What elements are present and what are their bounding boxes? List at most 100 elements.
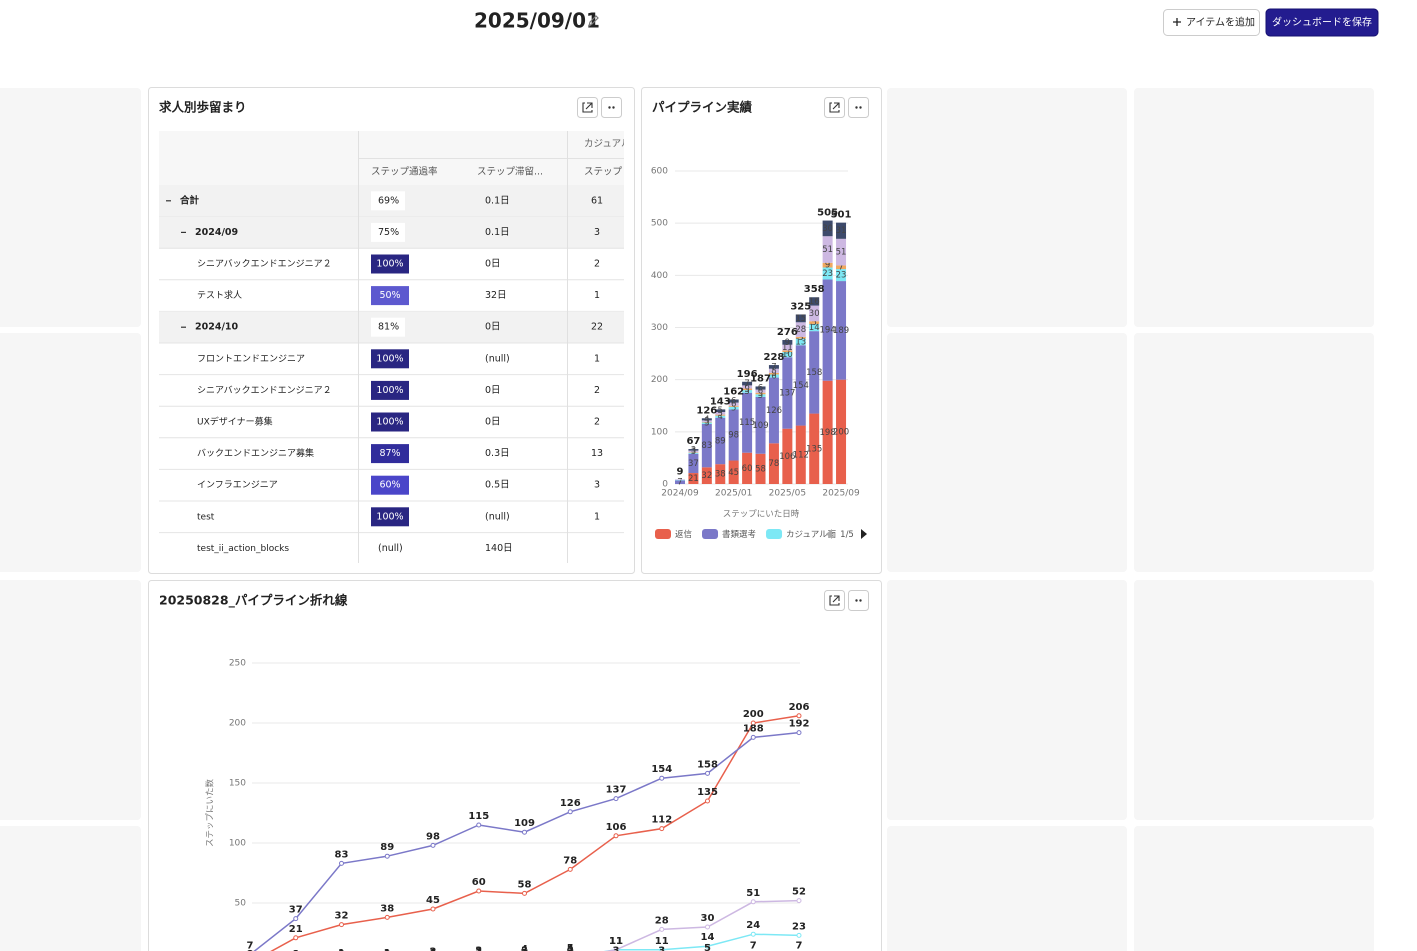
- row-label: UXデザイナー募集: [197, 416, 273, 428]
- point-label: 115: [468, 811, 489, 822]
- y-tick-label: 600: [651, 167, 668, 177]
- segment-label: 89: [715, 436, 726, 446]
- bar-segment: [822, 236, 833, 263]
- legend-next[interactable]: [861, 529, 867, 539]
- segment-label: 31: [836, 226, 847, 236]
- rate-cell: [371, 412, 409, 432]
- rate-cell: [371, 254, 409, 274]
- point-label: 200: [743, 709, 764, 720]
- point: [613, 833, 619, 839]
- row-label: インフラエンジニア: [197, 480, 278, 491]
- point-label: 1: [384, 948, 391, 951]
- point-label: 0: [430, 949, 437, 951]
- segment-label: 6: [731, 397, 736, 407]
- dot: [855, 106, 858, 109]
- bar-segment: [755, 392, 766, 395]
- point-label: 0: [247, 949, 254, 951]
- open-widget-button[interactable]: [824, 590, 845, 611]
- segment-label: 5: [718, 406, 723, 416]
- placeholder-widget: [887, 88, 1127, 327]
- point: [705, 943, 710, 949]
- segment-label: 3: [744, 385, 749, 395]
- segment-label: 135: [806, 444, 822, 454]
- bar-segment: [742, 392, 753, 453]
- point-label: 5: [567, 943, 574, 951]
- open-widget-button[interactable]: [577, 97, 598, 118]
- segment-label: 106: [779, 452, 795, 462]
- segment-label: 51: [822, 245, 833, 255]
- point-label: 45: [426, 895, 440, 906]
- segment-label: 45: [728, 468, 739, 478]
- segment-label: 158: [806, 368, 822, 378]
- bar-segment: [742, 452, 753, 484]
- bar-segment: [742, 385, 753, 389]
- placeholder-widget: [0, 580, 141, 820]
- legend-prev[interactable]: [826, 529, 832, 539]
- more-button[interactable]: [848, 590, 869, 611]
- y-tick-label: 100: [229, 839, 246, 849]
- bar-segment: [755, 394, 766, 397]
- row-label: test: [197, 512, 215, 522]
- point-label: 7: [247, 941, 254, 951]
- point: [476, 822, 482, 828]
- bar-segment: [836, 379, 847, 484]
- point-label: 37: [289, 905, 303, 916]
- point: [339, 922, 344, 928]
- segment-label: 28: [795, 325, 806, 335]
- point: [567, 809, 573, 815]
- point-label: 83: [335, 849, 349, 860]
- bar-segment: [728, 405, 739, 407]
- bar-segment: [795, 314, 806, 323]
- edit-title-icon[interactable]: [588, 15, 599, 28]
- point-label: 4: [521, 944, 528, 951]
- button-label: アイテムを追加: [1186, 16, 1255, 29]
- point: [796, 713, 802, 719]
- bar-segment: [728, 406, 739, 410]
- save-dashboard-button[interactable]: ダッシュボードを保存: [1265, 8, 1379, 37]
- more-button[interactable]: [848, 97, 869, 118]
- bar-segment: [782, 344, 793, 351]
- bar-segment: [836, 281, 847, 380]
- point: [430, 842, 436, 848]
- point-label: 106: [606, 822, 627, 833]
- bar-segment: [675, 480, 685, 484]
- segment-label: 10: [782, 350, 793, 360]
- segment-label: 189: [833, 326, 849, 336]
- segment-label: 5: [758, 391, 763, 401]
- open-widget-button[interactable]: [824, 97, 845, 118]
- widget-title: 求人別歩留まり: [159, 100, 247, 115]
- segment-label: 30: [822, 224, 833, 234]
- rate-text: 87%: [379, 448, 400, 459]
- external-link-icon: [829, 595, 840, 606]
- count-text: 13: [591, 448, 603, 459]
- point-label: 24: [746, 920, 760, 931]
- bar-segment: [768, 443, 779, 484]
- y-tick-label: 250: [229, 659, 246, 669]
- count-text: 2: [594, 417, 600, 428]
- widget-card: [148, 580, 882, 951]
- bar-segment: [728, 402, 739, 406]
- point: [613, 796, 619, 802]
- dot: [859, 599, 862, 602]
- more-button[interactable]: [601, 97, 622, 118]
- segment-label: 9: [825, 261, 830, 271]
- rate-cell: [371, 191, 405, 211]
- segment-label: 78: [769, 459, 780, 469]
- widget-card: [641, 87, 882, 574]
- add-item-button[interactable]: アイテムを追加: [1163, 9, 1260, 36]
- rate-cell: [371, 507, 409, 527]
- point-label: 1: [430, 948, 437, 951]
- bar-segment: [715, 412, 726, 415]
- segment-label: 83: [701, 441, 712, 451]
- point-label: 3: [521, 945, 528, 951]
- point: [796, 932, 802, 938]
- bar-segment: [742, 388, 753, 391]
- placeholder-widget: [0, 333, 141, 572]
- point-label: 158: [697, 759, 718, 770]
- point-label: 11: [609, 936, 623, 947]
- bar-segment: [675, 479, 685, 480]
- total-label: 505: [817, 208, 838, 219]
- point: [705, 770, 710, 776]
- x-axis-title: ステップにいた日時: [723, 510, 800, 520]
- point-label: 1: [338, 948, 345, 951]
